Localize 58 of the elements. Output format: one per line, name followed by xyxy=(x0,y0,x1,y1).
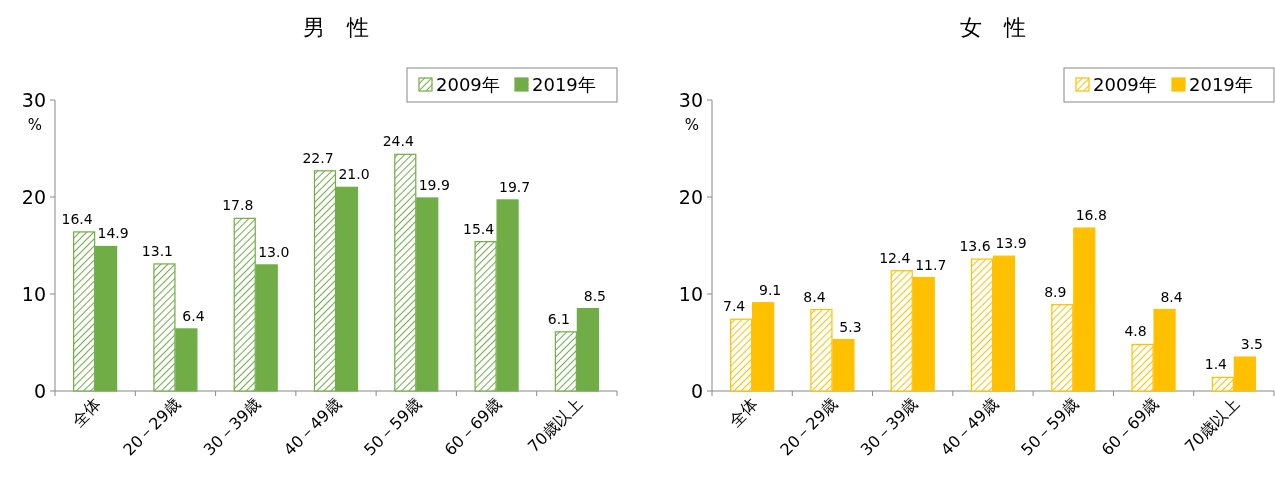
y-tick-label: 30 xyxy=(678,89,703,111)
chart-title: 女 性 xyxy=(960,15,1026,40)
data-label: 7.4 xyxy=(723,298,746,315)
data-label: 24.4 xyxy=(382,133,414,150)
legend-label: 2019年 xyxy=(1189,74,1253,95)
x-tick-label: 50－59歳 xyxy=(360,394,426,460)
y-tick-label: 10 xyxy=(678,283,703,305)
data-label: 13.0 xyxy=(258,243,290,260)
y-tick-label: 10 xyxy=(21,283,46,305)
data-label: 6.4 xyxy=(182,307,205,324)
y-tick-label: 0 xyxy=(690,380,703,402)
x-tick-label: 40－49歳 xyxy=(936,394,1002,460)
data-label: 13.6 xyxy=(959,238,991,255)
x-tick-label: 60－69歳 xyxy=(1097,394,1163,460)
legend-label: 2019年 xyxy=(532,74,596,95)
data-label: 5.3 xyxy=(839,318,862,335)
data-label: 8.4 xyxy=(803,288,826,305)
data-label: 16.4 xyxy=(61,210,93,227)
legend-label: 2009年 xyxy=(1093,74,1157,95)
x-tick-label: 20－29歳 xyxy=(119,394,185,460)
data-label: 6.1 xyxy=(547,310,570,327)
data-label: 11.7 xyxy=(915,256,947,273)
data-label: 8.4 xyxy=(1160,288,1183,305)
x-tick-label: 30－39歳 xyxy=(199,394,265,460)
data-label: 22.7 xyxy=(302,149,334,166)
y-tick-label: 20 xyxy=(21,186,46,208)
y-tick-label: 20 xyxy=(678,186,703,208)
x-tick-label: 50－59歳 xyxy=(1017,394,1083,460)
x-tick-label: 30－39歳 xyxy=(856,394,922,460)
data-label: 12.4 xyxy=(879,249,911,266)
x-tick-label: 全体 xyxy=(67,394,104,431)
y-axis-title: % xyxy=(684,116,700,134)
data-label: 21.0 xyxy=(338,166,370,183)
x-tick-label: 70歳以上 xyxy=(523,394,586,457)
y-tick-label: 0 xyxy=(33,380,46,402)
data-label: 15.4 xyxy=(462,220,495,237)
x-tick-label: 全体 xyxy=(724,394,761,431)
data-label: 13.1 xyxy=(141,242,174,259)
data-label: 16.8 xyxy=(1075,207,1107,224)
data-label: 19.7 xyxy=(498,178,531,195)
y-axis-title: % xyxy=(27,116,43,134)
x-tick-label: 20－29歳 xyxy=(776,394,842,460)
y-tick-label: 30 xyxy=(21,89,46,111)
data-label: 1.4 xyxy=(1204,356,1228,373)
x-tick-label: 40－49歳 xyxy=(279,394,345,460)
legend-label: 2009年 xyxy=(436,74,500,95)
data-label: 3.5 xyxy=(1240,336,1263,353)
data-label: 9.1 xyxy=(759,281,782,298)
x-tick-label: 70歳以上 xyxy=(1180,394,1243,457)
chart-title: 男 性 xyxy=(303,15,369,40)
data-label: 8.9 xyxy=(1044,283,1067,300)
x-tick-label: 60－69歳 xyxy=(440,394,506,460)
data-label: 8.5 xyxy=(583,287,606,304)
data-label: 17.8 xyxy=(222,197,254,214)
data-label: 14.9 xyxy=(97,225,129,242)
data-label: 13.9 xyxy=(995,235,1027,252)
data-label: 4.8 xyxy=(1124,323,1147,340)
data-label: 19.9 xyxy=(418,176,450,193)
